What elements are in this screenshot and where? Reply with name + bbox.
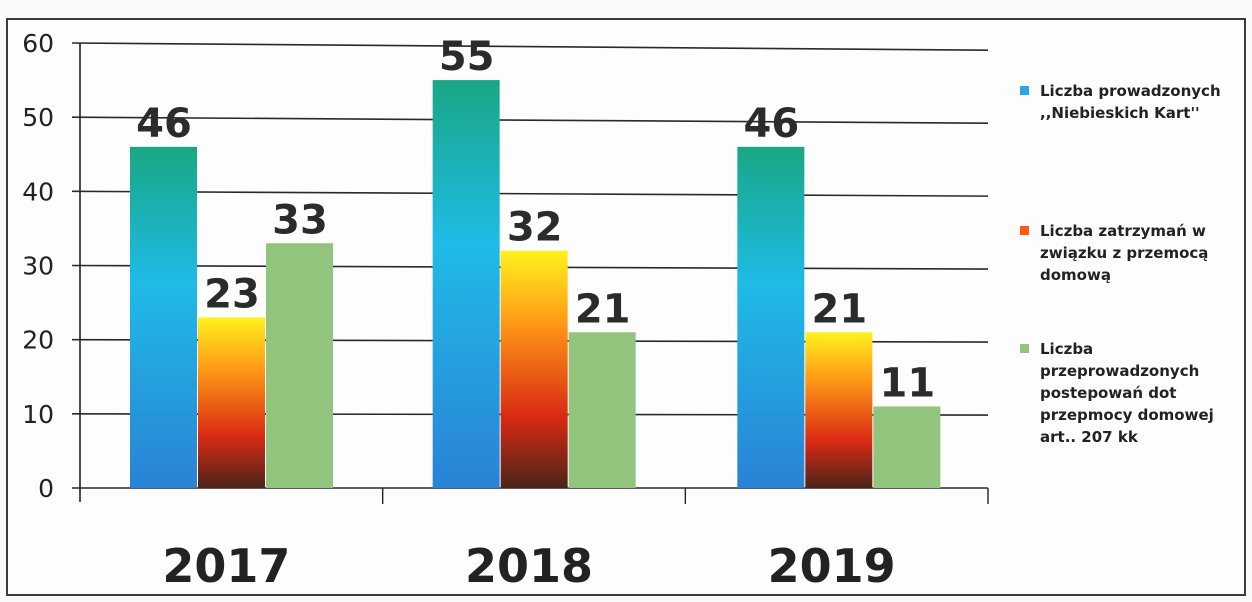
y-tick-label: 40: [22, 177, 54, 206]
data-label-2018-series-2: 32: [507, 205, 563, 251]
gridline-60: [71, 42, 989, 51]
legend-label: związku z przemocą: [1040, 244, 1209, 262]
bar-2018-series-3: [568, 332, 636, 488]
legend-label: art.. 207 kk: [1040, 428, 1138, 446]
data-label-2017-series-3: 33: [272, 197, 328, 243]
legend-swatch: [1020, 344, 1029, 353]
bar-2018-series-1: [432, 80, 500, 488]
legend-item: Liczba zatrzymań w związku z przemocą domo…: [1020, 220, 1248, 286]
x-tick-label: 2017: [162, 539, 290, 593]
data-label-2019-series-2: 21: [811, 286, 867, 332]
data-label-2019-series-1: 46: [743, 101, 799, 147]
legend-item: Liczba prowadzonych ,,Niebieskich Kart'': [1020, 80, 1248, 124]
legend-swatch: [1020, 86, 1029, 95]
bar-2017-series-2: [198, 317, 265, 488]
y-tick-label: 0: [38, 474, 54, 503]
legend-label: przeprowadzonych: [1040, 362, 1200, 380]
legend-label: postepowań dot: [1040, 384, 1177, 402]
bar-2017-series-3: [266, 243, 333, 488]
x-axis-ticks: 2017 2018 2019: [162, 539, 895, 593]
legend-item: Liczba przeprowadzonych postepowań dot prze…: [1020, 338, 1248, 448]
data-labels: 46 23 33 55 32 21 46 21 11: [136, 34, 935, 406]
legend: Liczba prowadzonych ,,Niebieskich Kart'' L…: [1020, 80, 1248, 500]
bar-2018-series-2: [500, 250, 568, 488]
data-label-2017-series-1: 46: [136, 101, 192, 147]
bar-2019-series-3: [873, 406, 941, 488]
gridline-50: [71, 116, 989, 124]
legend-label: Liczba: [1040, 340, 1094, 358]
bar-2019-series-2: [805, 332, 873, 488]
bar-2017-series-1: [130, 146, 197, 489]
x-tick-label: 2019: [768, 539, 896, 593]
legend-label: Liczba zatrzymań w: [1040, 222, 1206, 240]
legend-label: Liczba prowadzonych: [1040, 82, 1221, 100]
legend-swatch: [1020, 226, 1029, 235]
legend-label: ,,Niebieskich Kart'': [1040, 104, 1200, 122]
axes: [79, 43, 989, 504]
data-label-2018-series-3: 21: [575, 286, 631, 332]
bars: [130, 80, 941, 489]
y-tick-label: 50: [22, 103, 54, 132]
y-tick-label: 30: [22, 252, 54, 281]
y-tick-label: 60: [22, 29, 54, 58]
x-tick-label: 2018: [465, 539, 593, 593]
data-label-2017-series-2: 23: [204, 271, 260, 317]
data-label-2019-series-3: 11: [879, 360, 935, 406]
data-label-2018-series-1: 55: [439, 34, 495, 80]
legend-label: domową: [1040, 266, 1111, 284]
chart-frame: [6, 18, 1246, 596]
y-axis-ticks: 0 10 20 30 40 50 60: [22, 29, 54, 503]
legend-label: przepmocy domowej: [1040, 406, 1214, 424]
gridline-40: [71, 190, 989, 197]
bar-2019-series-1: [737, 146, 805, 489]
y-tick-label: 20: [22, 326, 54, 355]
y-tick-label: 10: [22, 400, 54, 429]
